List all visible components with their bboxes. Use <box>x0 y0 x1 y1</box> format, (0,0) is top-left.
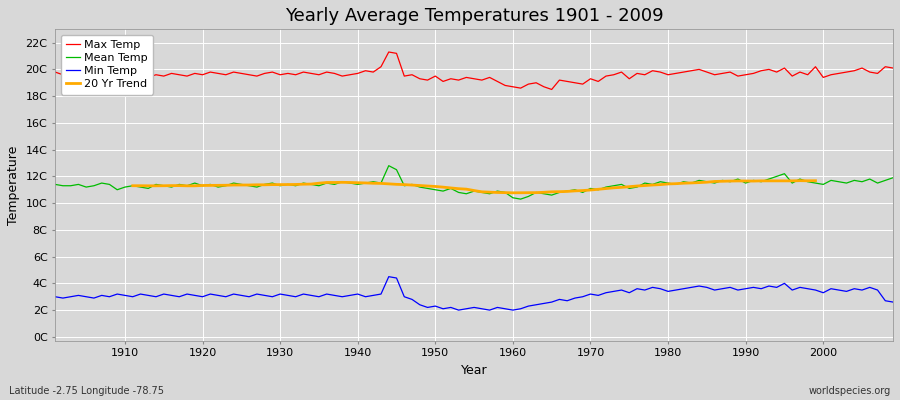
Line: Min Temp: Min Temp <box>55 277 893 310</box>
Mean Temp <box>283 182 293 187</box>
Mean Temp <box>112 187 122 192</box>
Min Temp <box>283 293 293 298</box>
Min Temp <box>329 293 340 298</box>
Line: Max Temp: Max Temp <box>55 52 893 90</box>
Mean Temp <box>523 194 534 199</box>
20 Yr Trend <box>795 178 806 183</box>
X-axis label: Year: Year <box>461 364 488 377</box>
Max Temp <box>887 66 898 70</box>
Max Temp <box>329 71 340 76</box>
Max Temp <box>112 74 122 78</box>
Title: Yearly Average Temperatures 1901 - 2009: Yearly Average Temperatures 1901 - 2009 <box>284 7 663 25</box>
20 Yr Trend <box>740 178 751 183</box>
Min Temp <box>50 294 60 299</box>
Min Temp <box>112 292 122 296</box>
Mean Temp <box>383 163 394 168</box>
Mean Temp <box>887 175 898 180</box>
Mean Temp <box>515 197 526 202</box>
Min Temp <box>523 304 534 308</box>
Min Temp <box>454 308 464 312</box>
Mean Temp <box>508 195 518 200</box>
Min Temp <box>616 288 627 292</box>
Line: Mean Temp: Mean Temp <box>55 166 893 199</box>
Min Temp <box>383 274 394 279</box>
Max Temp <box>283 71 293 76</box>
Max Temp <box>383 50 394 54</box>
Mean Temp <box>329 182 340 187</box>
Min Temp <box>515 306 526 311</box>
Legend: Max Temp, Mean Temp, Min Temp, 20 Yr Trend: Max Temp, Mean Temp, Min Temp, 20 Yr Tre… <box>60 35 153 95</box>
20 Yr Trend <box>127 183 138 188</box>
20 Yr Trend <box>197 183 208 188</box>
Max Temp <box>616 70 627 74</box>
Max Temp <box>546 87 557 92</box>
Text: Latitude -2.75 Longitude -78.75: Latitude -2.75 Longitude -78.75 <box>9 386 164 396</box>
Y-axis label: Temperature: Temperature <box>7 145 20 225</box>
20 Yr Trend <box>810 178 821 183</box>
20 Yr Trend <box>508 190 518 195</box>
20 Yr Trend <box>476 190 487 194</box>
20 Yr Trend <box>212 183 223 188</box>
Mean Temp <box>616 182 627 187</box>
Mean Temp <box>50 182 60 187</box>
Max Temp <box>515 86 526 90</box>
Line: 20 Yr Trend: 20 Yr Trend <box>132 181 815 193</box>
20 Yr Trend <box>392 182 402 187</box>
20 Yr Trend <box>267 182 278 187</box>
Text: worldspecies.org: worldspecies.org <box>809 386 891 396</box>
Max Temp <box>508 84 518 89</box>
Min Temp <box>887 300 898 304</box>
Max Temp <box>50 70 60 74</box>
